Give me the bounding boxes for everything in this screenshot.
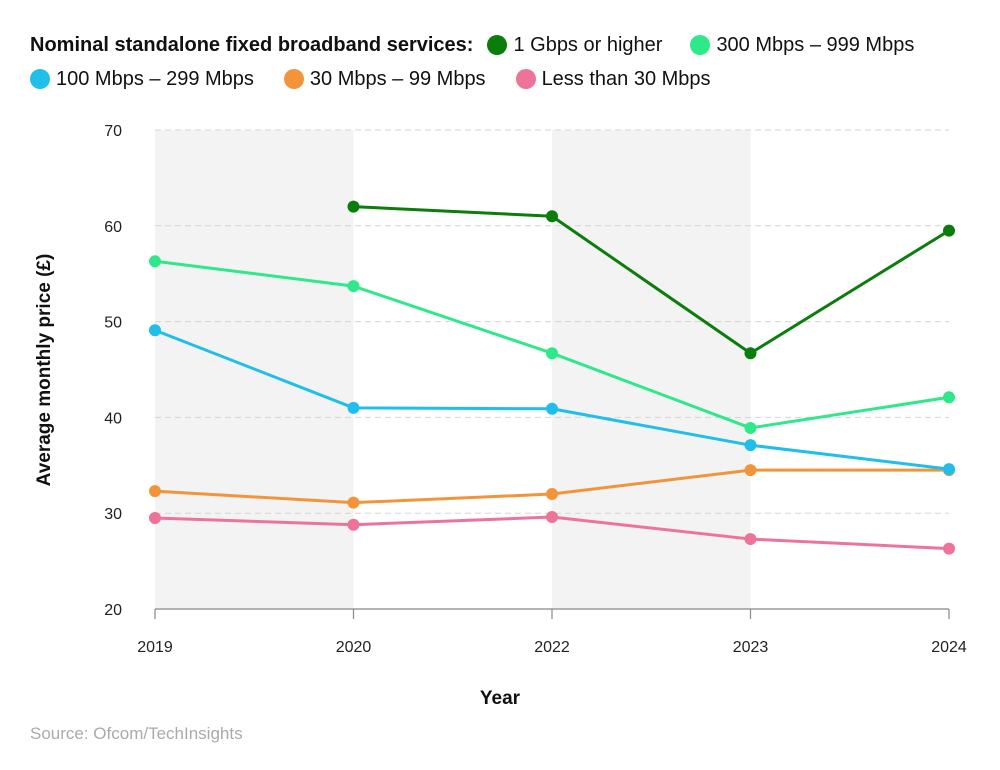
legend-marker-icon <box>515 69 536 89</box>
y-tick-label: 60 <box>104 219 122 236</box>
legend-title: Nominal standalone fixed broadband servi… <box>30 33 474 56</box>
legend-item-under30mbps[interactable]: Less than 30 Mbps <box>515 67 711 91</box>
legend-marker-icon <box>487 35 508 55</box>
data-point <box>744 347 757 360</box>
data-point <box>744 464 757 477</box>
data-point <box>546 402 558 415</box>
series-line <box>353 205 950 355</box>
legend-item-100mbps[interactable]: 100 Mbps – 299 Mbps <box>30 68 254 91</box>
legend-item-1gbps[interactable]: 1 Gbps or higher <box>487 34 662 57</box>
shaded-bands <box>155 130 751 609</box>
tick-labels: 20 30 40 50 60 70 2019 2020 2022 2023 2024 <box>104 123 967 656</box>
x-tick-label: 2020 <box>336 639 372 656</box>
data-point <box>347 518 360 531</box>
data-point <box>546 511 558 524</box>
data-point <box>546 488 558 501</box>
source-note: Source: Ofcom/TechInsights <box>30 724 243 743</box>
data-point <box>546 210 558 223</box>
legend-marker-icon <box>690 35 711 55</box>
data-point <box>149 511 161 524</box>
x-tick-label: 2024 <box>931 639 967 656</box>
data-point <box>943 463 955 476</box>
legend-marker-icon <box>30 69 50 89</box>
data-point <box>347 200 360 213</box>
series-4 <box>149 511 955 555</box>
x-axis-title: Year <box>480 688 521 709</box>
x-tick-label: 2022 <box>534 639 570 656</box>
y-tick-label: 20 <box>104 602 122 619</box>
data-point <box>347 280 360 293</box>
data-point <box>744 533 757 546</box>
x-axis <box>154 608 950 619</box>
legend-item-30mbps[interactable]: 30 Mbps – 99 Mbps <box>283 67 486 91</box>
data-point <box>149 255 161 268</box>
legend: Nominal standalone fixed broadband servi… <box>30 28 980 96</box>
data-point <box>546 347 558 360</box>
y-tick-label: 50 <box>104 315 122 332</box>
data-point <box>347 401 360 414</box>
legend-label: Less than 30 Mbps <box>541 67 711 90</box>
legend-row-2: 100 Mbps – 299 Mbps 30 Mbps – 99 Mbps Le… <box>30 62 980 96</box>
legend-label: 1 Gbps or higher <box>513 33 663 56</box>
series-2 <box>149 324 955 476</box>
data-point <box>744 439 757 452</box>
legend-label: 100 Mbps – 299 Mbps <box>56 67 254 90</box>
series-0 <box>347 200 955 360</box>
legend-label: 300 Mbps – 999 Mbps <box>716 33 915 56</box>
data-point <box>744 421 757 434</box>
data-point <box>943 542 955 555</box>
y-tick-label: 40 <box>104 410 122 427</box>
legend-item-300mbps[interactable]: 300 Mbps – 999 Mbps <box>690 34 914 57</box>
y-axis-title: Average monthly price (£) <box>34 254 55 487</box>
x-tick-label: 2019 <box>137 639 173 656</box>
y-tick-label: 30 <box>104 506 122 523</box>
x-tick-label: 2023 <box>733 639 769 656</box>
data-point <box>943 224 955 237</box>
series-1 <box>149 255 955 434</box>
legend-row-1: Nominal standalone fixed broadband servi… <box>30 28 980 62</box>
data-point <box>149 324 161 337</box>
legend-marker-icon <box>283 69 304 89</box>
y-tick-label: 70 <box>104 123 122 140</box>
legend-label: 30 Mbps – 99 Mbps <box>309 67 486 90</box>
data-point <box>943 391 955 404</box>
series-3 <box>149 464 955 509</box>
data-point <box>149 485 161 498</box>
series-lines <box>149 200 955 555</box>
data-point <box>347 496 360 509</box>
